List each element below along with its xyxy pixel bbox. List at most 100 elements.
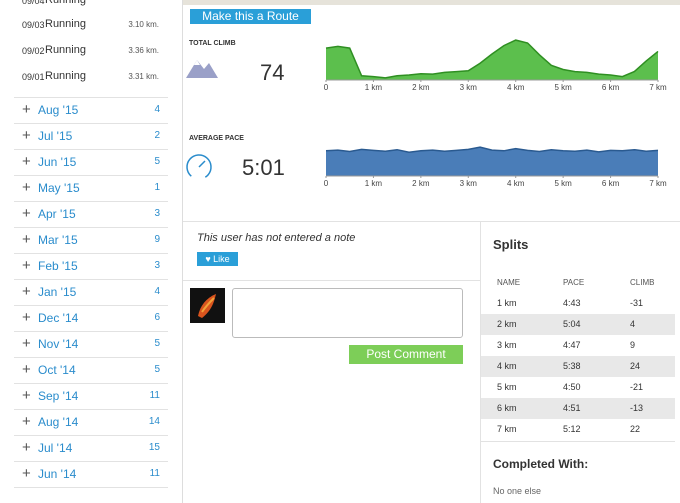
month-row[interactable]: + Apr '15 3 <box>14 201 168 228</box>
expand-icon: + <box>22 361 31 378</box>
x-tick-label: 2 km <box>412 83 430 92</box>
month-label: Aug '14 <box>38 415 79 429</box>
x-tick-label: 3 km <box>460 179 478 188</box>
month-row[interactable]: + Mar '15 9 <box>14 227 168 254</box>
cell: 5 km <box>497 382 517 392</box>
run-distance: 3.36 km. <box>128 46 159 55</box>
cell: 4:50 <box>563 382 581 392</box>
map-strip <box>183 0 680 5</box>
x-tick-label: 1 km <box>365 179 383 188</box>
month-row[interactable]: + May '15 1 <box>14 175 168 202</box>
run-date: 09/03 <box>22 20 45 30</box>
gauge-icon <box>186 154 212 180</box>
run-distance: 3.10 km. <box>128 20 159 29</box>
expand-icon: + <box>22 257 31 274</box>
pace-value: 5:01 <box>242 155 285 180</box>
column-header: PACE <box>563 278 585 287</box>
x-tick-label: 6 km <box>602 83 620 92</box>
x-tick-label: 1 km <box>365 83 383 92</box>
like-text: Like <box>213 254 230 264</box>
mountain-icon <box>186 60 218 78</box>
splits-title: Splits <box>493 237 529 252</box>
cell: 24 <box>630 361 641 371</box>
month-label: Mar '15 <box>38 233 78 247</box>
month-count: 11 <box>149 390 160 401</box>
completed-title: Completed With: <box>493 457 589 471</box>
x-tick-label: 2 km <box>412 179 430 188</box>
x-tick-label: 5 km <box>554 179 572 188</box>
month-count: 5 <box>154 364 160 375</box>
month-label: Oct '14 <box>38 363 76 377</box>
month-count: 5 <box>154 156 160 167</box>
month-label: Aug '15 <box>38 103 79 117</box>
climb-title: TOTAL CLIMB <box>189 40 236 47</box>
month-row[interactable]: + Aug '14 14 <box>14 409 168 436</box>
x-tick-label: 6 km <box>602 179 620 188</box>
run-name: Running <box>45 44 86 56</box>
row-band <box>481 356 675 377</box>
cell: -21 <box>630 382 644 392</box>
divider <box>14 97 168 98</box>
completed-text: No one else <box>493 486 542 496</box>
month-row[interactable]: + Feb '15 3 <box>14 253 168 280</box>
expand-icon: + <box>22 127 31 144</box>
expand-icon: + <box>22 101 31 118</box>
cell: 4:47 <box>563 340 581 350</box>
month-label: Feb '15 <box>38 259 78 273</box>
expand-icon: + <box>22 465 31 482</box>
post-comment-button[interactable]: Post Comment <box>349 345 463 364</box>
x-tick-label: 0 <box>324 83 329 92</box>
month-count: 11 <box>149 468 160 479</box>
cell: 4 <box>630 319 636 329</box>
row-band <box>481 398 675 419</box>
cell: 2 km <box>497 319 517 329</box>
expand-icon: + <box>22 153 31 170</box>
divider <box>183 221 680 222</box>
month-label: Dec '14 <box>38 311 79 325</box>
month-count: 2 <box>154 130 160 141</box>
comment-input[interactable] <box>232 288 463 338</box>
x-tick-label: 0 <box>324 179 329 188</box>
month-row[interactable]: + Oct '14 5 <box>14 357 168 384</box>
cell: -31 <box>630 298 644 308</box>
month-row[interactable]: + Jun '14 11 <box>14 461 168 488</box>
month-row[interactable]: + Jun '15 5 <box>14 149 168 176</box>
column-header: NAME <box>497 278 521 287</box>
month-count: 3 <box>154 260 160 271</box>
cell: 1 km <box>497 298 517 308</box>
expand-icon: + <box>22 283 31 300</box>
run-date: 09/01 <box>22 72 45 82</box>
like-button[interactable]: ♥ Like <box>197 252 238 266</box>
month-count: 9 <box>154 234 160 245</box>
month-row[interactable]: + Jan '15 4 <box>14 279 168 306</box>
expand-icon: + <box>22 335 31 352</box>
month-count: 3 <box>154 208 160 219</box>
month-count: 6 <box>154 312 160 323</box>
cell: 4 km <box>497 361 517 371</box>
sidebar: 09/04 Running 09/03 Running 3.10 km. 09/02 Run… <box>0 0 183 503</box>
cell: 5:04 <box>563 319 581 329</box>
cell: 4:51 <box>563 403 581 413</box>
month-row[interactable]: + Sep '14 11 <box>14 383 168 410</box>
month-count: 15 <box>148 442 160 453</box>
month-count: 5 <box>154 338 160 349</box>
month-row[interactable]: + Aug '15 4 <box>14 97 168 124</box>
month-row[interactable]: + Nov '14 5 <box>14 331 168 358</box>
area <box>326 147 658 176</box>
run-distance: 3.31 km. <box>128 72 159 81</box>
month-row[interactable]: + Jul '15 2 <box>14 123 168 150</box>
expand-icon: + <box>22 231 31 248</box>
column-header: CLIMB <box>630 278 655 287</box>
route-button[interactable]: Make this a Route <box>190 9 311 24</box>
expand-icon: + <box>22 179 31 196</box>
month-row[interactable]: + Dec '14 6 <box>14 305 168 332</box>
area <box>326 40 658 80</box>
cell: 5:12 <box>563 424 581 434</box>
cell: 5:38 <box>563 361 581 371</box>
x-tick-label: 7 km <box>649 83 667 92</box>
cell: 22 <box>630 424 641 434</box>
month-label: Apr '15 <box>38 207 76 221</box>
month-row[interactable]: + Jul '14 15 <box>14 435 168 462</box>
cell: -13 <box>630 403 644 413</box>
